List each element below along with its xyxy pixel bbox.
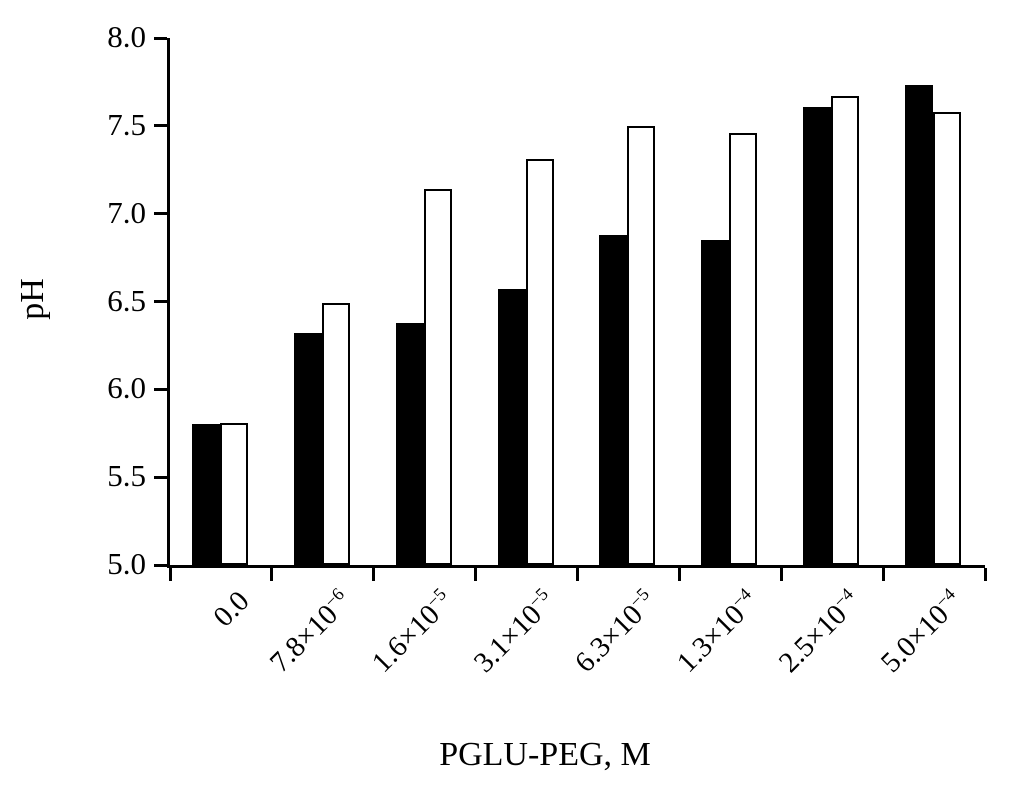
y-axis-tick	[154, 36, 167, 40]
exponent: −5	[625, 583, 654, 612]
bar-open	[831, 95, 860, 565]
bar-filled	[599, 234, 628, 565]
bar-filled	[395, 322, 424, 565]
y-axis-tick	[154, 387, 167, 391]
y-axis-tick	[154, 212, 167, 216]
plot-area: 5.0 5.5 6.0 6.5 7.0 7.5 8.0 0.0 7.8×10−6 1.6×10−5…	[107, 19, 987, 679]
bar-filled	[905, 85, 934, 565]
bar-filled	[497, 289, 526, 565]
y-axis-tick	[154, 300, 167, 303]
bar-open	[627, 125, 656, 565]
bar-open	[729, 132, 758, 565]
bar-filled	[803, 106, 832, 565]
y-axis-tick-label: 6.5	[107, 282, 146, 318]
bar-filled	[701, 240, 730, 565]
y-axis-tick	[154, 475, 167, 479]
exponent: −4	[931, 583, 960, 612]
bar-open	[321, 303, 350, 565]
bar-open	[933, 111, 962, 565]
exponent: −6	[320, 583, 348, 612]
y-axis-tick-label: 7.5	[107, 106, 146, 142]
x-axis-tick	[270, 568, 274, 581]
x-axis-tick	[983, 568, 987, 581]
x-axis-tick	[576, 568, 579, 581]
exponent: −4	[829, 583, 858, 612]
x-axis-tick	[372, 568, 376, 581]
x-axis-tick	[779, 568, 783, 581]
x-axis-tick	[168, 568, 172, 581]
x-axis-tick	[677, 568, 681, 581]
x-axis-label: PGLU-PEG, M	[439, 736, 651, 773]
x-axis-tick	[881, 568, 885, 581]
bar-open	[525, 159, 554, 565]
y-axis-tick-label: 6.0	[107, 370, 146, 406]
bar-open	[219, 422, 248, 565]
y-axis-tick-label: 5.5	[107, 458, 146, 494]
y-axis-tick-label: 5.0	[107, 545, 146, 581]
y-axis-tick-label: 7.0	[107, 194, 146, 230]
exponent: −5	[523, 583, 552, 612]
exponent: −5	[421, 583, 450, 612]
bar-filled	[191, 424, 220, 565]
y-axis-tick	[154, 563, 167, 567]
bar-filled	[293, 333, 322, 565]
y-axis-tick	[154, 124, 167, 128]
exponent: −4	[727, 583, 756, 612]
bar-open	[423, 189, 452, 565]
x-axis-tick	[474, 568, 478, 581]
y-axis-tick-label: 8.0	[107, 18, 146, 54]
